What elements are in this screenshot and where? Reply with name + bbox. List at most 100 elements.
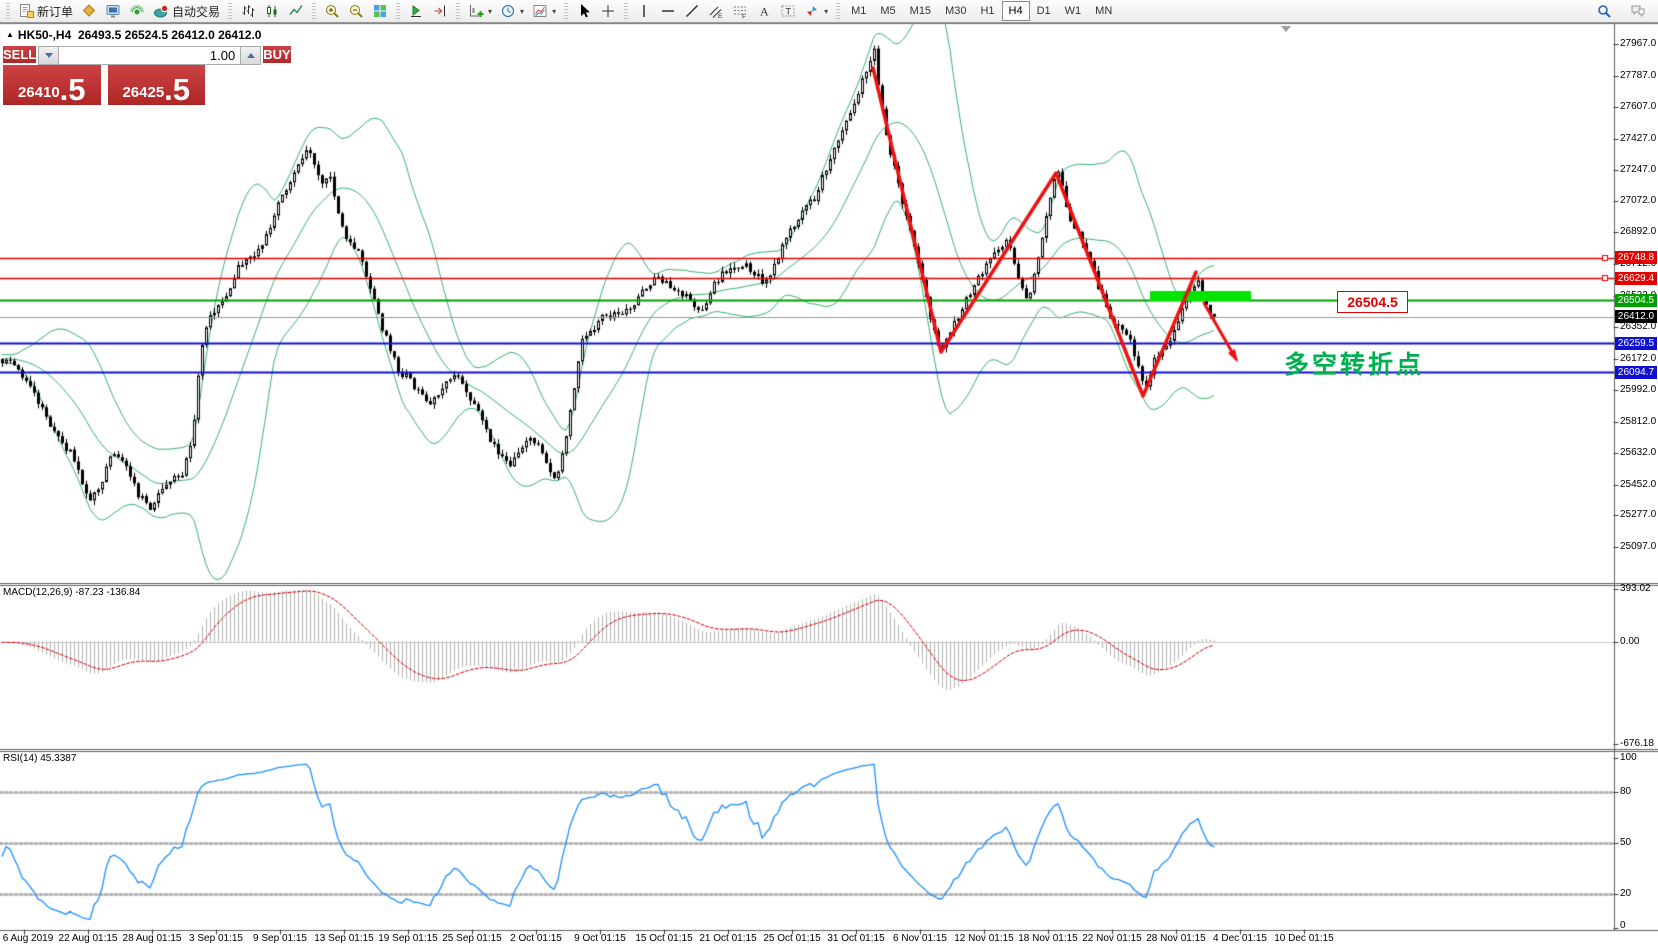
chat-button[interactable] <box>1626 0 1650 22</box>
sell-button[interactable]: SELL <box>3 46 37 65</box>
signals-icon <box>130 5 144 15</box>
crosshair-button[interactable] <box>596 0 620 22</box>
bar-chart-icon <box>242 5 255 17</box>
tile-windows-button[interactable] <box>368 0 392 22</box>
periods-button[interactable]: ▾ <box>496 0 528 22</box>
auto-scroll-icon <box>411 5 422 17</box>
templates-icon <box>533 5 547 17</box>
collapse-panel-icon[interactable]: ▲ <box>6 30 14 39</box>
timeframe-button-h4[interactable]: H4 <box>1001 1 1030 21</box>
toolbar-grip <box>456 3 461 19</box>
price-callout-box[interactable]: 26504.5 <box>1337 291 1408 313</box>
fibonacci-icon: F <box>734 6 747 20</box>
vertical-line-button[interactable] <box>632 0 656 22</box>
volume-input[interactable] <box>59 46 241 65</box>
line-chart-button[interactable] <box>284 0 308 22</box>
terminal-button[interactable] <box>101 0 125 22</box>
timeframe-button-m30[interactable]: M30 <box>945 5 967 17</box>
dropdown-caret-icon: ▾ <box>488 6 493 16</box>
templates-button[interactable]: ▾ <box>528 0 560 22</box>
crosshair-icon <box>602 5 615 17</box>
timeframe-button-h1[interactable]: H1 <box>980 5 995 17</box>
timeframe-button-w1[interactable]: W1 <box>1064 5 1082 17</box>
arrows-button[interactable]: ▾ <box>800 0 832 22</box>
dropdown-caret-icon: ▾ <box>824 6 829 16</box>
signals-button[interactable] <box>125 0 149 22</box>
search-button[interactable] <box>1592 0 1616 22</box>
toolbar-grip <box>836 3 841 19</box>
text-label-icon: T <box>781 5 795 17</box>
toolbar-grip <box>312 3 317 19</box>
channel-icon: E <box>709 6 723 19</box>
bid-main-digits: 26410 <box>17 84 60 101</box>
toolbar-grip <box>228 3 233 19</box>
svg-text:F: F <box>742 14 746 20</box>
timeframe-button-m5[interactable]: M5 <box>880 5 896 17</box>
auto-scroll-button[interactable] <box>404 0 428 22</box>
autotrading-button[interactable]: 自动交易 <box>149 0 224 22</box>
toolbar-right-group <box>1592 0 1650 22</box>
triangle-up-icon <box>246 53 255 58</box>
cursor-icon <box>581 4 590 18</box>
toolbar-grip <box>6 3 10 19</box>
new-chart-icon <box>470 5 484 17</box>
bar-chart-button[interactable] <box>236 0 260 22</box>
timeframe-button-m15[interactable]: M15 <box>909 5 932 17</box>
timeframe-button-m1[interactable]: M1 <box>851 5 867 17</box>
candle-chart-icon <box>267 5 277 17</box>
main-toolbar: 新订单 自动交易 ▾ ▾ ▾ E F A T ▾ M1 M5 M15 M30 H1 H4 D1 W1 MN <box>0 0 1658 23</box>
volume-increase-button[interactable] <box>240 46 262 65</box>
timeframe-button-mn[interactable]: MN <box>1095 5 1113 17</box>
chart-title: ▲ HK50-,H4 26493.5 26524.5 26412.0 26412.… <box>6 28 261 42</box>
triangle-down-icon <box>44 53 53 58</box>
tile-windows-icon <box>374 5 387 17</box>
chart-shift-marker-icon[interactable] <box>1281 26 1291 32</box>
text-icon: A <box>760 5 769 19</box>
fibonacci-button[interactable]: F <box>728 0 752 22</box>
zoom-out-button[interactable] <box>344 0 368 22</box>
volume-stepper <box>38 46 262 65</box>
text-button[interactable]: A <box>752 0 776 22</box>
symbol-timeframe: HK50-,H4 <box>17 28 72 42</box>
turning-point-note[interactable]: 多空转折点 <box>1284 351 1425 379</box>
trendline-button[interactable] <box>680 0 704 22</box>
ohlc-values: 26493.5 26524.5 26412.0 26412.0 <box>77 28 262 42</box>
zoom-in-button[interactable] <box>320 0 344 22</box>
arrows-icon <box>807 6 818 16</box>
new-order-button[interactable]: 新订单 <box>14 0 77 22</box>
cursor-button[interactable] <box>572 0 596 22</box>
ask-fraction-digits: .5 <box>164 72 191 107</box>
new-order-button-label: 新订单 <box>37 4 74 19</box>
bid-price[interactable]: 26410.5 <box>3 65 101 105</box>
ask-price[interactable]: 26425.5 <box>107 65 205 107</box>
zoom-in-icon <box>326 5 339 18</box>
search-icon <box>1598 5 1611 18</box>
volume-decrease-button[interactable] <box>38 46 60 65</box>
new-chart-button[interactable]: ▾ <box>464 0 496 22</box>
hline-icon <box>662 10 675 12</box>
buy-button[interactable]: BUY <box>263 46 291 65</box>
horizontal-line-button[interactable] <box>656 0 680 22</box>
vline-icon <box>643 5 645 17</box>
chat-icon <box>1631 5 1645 18</box>
trendline-icon <box>686 4 699 18</box>
autotrading-icon <box>154 4 169 18</box>
periods-icon <box>502 5 515 17</box>
text-label-button[interactable]: T <box>776 0 800 22</box>
toolbar-grip <box>396 3 401 19</box>
line-chart-icon <box>289 5 303 15</box>
svg-text:E: E <box>718 13 723 19</box>
bid-fraction-digits: .5 <box>59 72 86 107</box>
zoom-out-icon <box>350 5 363 18</box>
dropdown-caret-icon: ▾ <box>552 6 557 16</box>
market-watch-button[interactable] <box>77 0 101 22</box>
terminal-icon <box>106 5 120 18</box>
candle-chart-button[interactable] <box>260 0 284 22</box>
autotrading-button-label: 自动交易 <box>172 4 221 19</box>
svg-text:A: A <box>760 5 769 19</box>
chart-shift-button[interactable] <box>428 0 452 22</box>
equidistant-channel-button[interactable]: E <box>704 0 728 22</box>
timeframe-button-d1[interactable]: D1 <box>1036 5 1051 17</box>
